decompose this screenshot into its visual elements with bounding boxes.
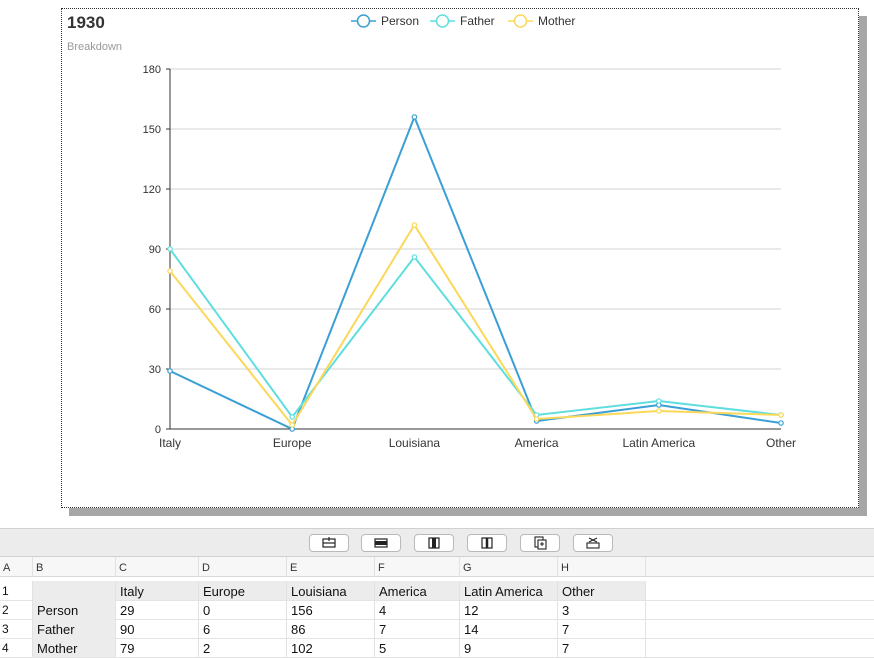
series-name-cell[interactable]: Father bbox=[33, 619, 116, 638]
data-cell[interactable]: 4 bbox=[375, 600, 460, 619]
table-row: 3 Father 90 6 86 7 14 7 bbox=[0, 619, 874, 639]
header-cell[interactable] bbox=[33, 581, 116, 600]
legend-label[interactable]: Person bbox=[381, 14, 419, 28]
data-cell[interactable]: 6 bbox=[199, 619, 287, 638]
y-tick-label: 180 bbox=[143, 64, 161, 76]
data-cell[interactable]: 79 bbox=[116, 638, 199, 657]
data-point-person bbox=[778, 420, 784, 426]
data-point-mother bbox=[778, 412, 784, 418]
x-tick-label: Italy bbox=[159, 436, 181, 450]
insert-row-above-icon bbox=[322, 537, 336, 548]
series-line-person bbox=[169, 114, 782, 431]
insert-column-right-icon bbox=[481, 537, 493, 549]
delete-row-button[interactable] bbox=[573, 534, 613, 552]
data-point-father bbox=[289, 414, 296, 420]
column-letter[interactable]: H bbox=[558, 557, 646, 576]
header-cell[interactable]: America bbox=[375, 581, 460, 600]
data-cell[interactable]: 9 bbox=[460, 638, 558, 657]
x-tick-label: America bbox=[515, 436, 559, 450]
y-tick-label: 0 bbox=[155, 424, 161, 436]
data-cell[interactable]: 29 bbox=[116, 600, 199, 619]
insert-column-left-icon bbox=[428, 537, 440, 549]
column-letter[interactable]: G bbox=[460, 557, 558, 576]
table-row: 4 Mother 79 2 102 5 9 7 bbox=[0, 638, 874, 658]
data-cell[interactable]: 3 bbox=[558, 600, 646, 619]
chart-panel: 1930 Breakdown 0 30 60 90 120 150 180 Italy Euro… bbox=[61, 8, 859, 508]
row-number[interactable]: 3 bbox=[0, 619, 33, 638]
column-letter[interactable]: A bbox=[0, 557, 33, 576]
data-point-mother bbox=[533, 416, 540, 422]
insert-column-right-button[interactable] bbox=[467, 534, 507, 552]
y-tick-label: 30 bbox=[149, 364, 161, 376]
x-tick-label: Louisiana bbox=[389, 436, 441, 450]
insert-row-below-button[interactable] bbox=[361, 534, 401, 552]
data-point-father bbox=[167, 246, 173, 252]
data-cell[interactable]: 5 bbox=[375, 638, 460, 657]
row-number[interactable]: 4 bbox=[0, 638, 33, 657]
data-sheet: A B C D E F G H 1 Italy Europe Louisiana Ame… bbox=[0, 557, 874, 658]
header-cell[interactable]: Europe bbox=[199, 581, 287, 600]
x-tick-label: Other bbox=[766, 436, 796, 450]
data-point-mother bbox=[655, 408, 662, 414]
copy-to-clipboard-icon bbox=[534, 536, 547, 550]
series-name-cell[interactable]: Mother bbox=[33, 638, 116, 657]
y-tick-label: 150 bbox=[143, 124, 161, 136]
header-cell[interactable]: Other bbox=[558, 581, 646, 600]
data-cell[interactable]: 102 bbox=[287, 638, 375, 657]
series-name-cell[interactable]: Person bbox=[33, 600, 116, 619]
data-cell[interactable]: 86 bbox=[287, 619, 375, 638]
data-point-mother bbox=[289, 422, 296, 428]
row-number[interactable]: 2 bbox=[0, 600, 33, 619]
column-letter[interactable]: C bbox=[116, 557, 199, 576]
column-header-row: A B C D E F G H bbox=[0, 557, 874, 577]
insert-row-below-icon bbox=[374, 538, 388, 548]
data-cell[interactable]: 7 bbox=[375, 619, 460, 638]
x-tick-label: Europe bbox=[273, 436, 312, 450]
sheet-toolbar bbox=[0, 528, 874, 557]
data-point-mother bbox=[411, 222, 418, 228]
legend-label[interactable]: Father bbox=[460, 14, 495, 28]
insert-column-left-button[interactable] bbox=[414, 534, 454, 552]
row-number[interactable]: 1 bbox=[0, 581, 33, 600]
table-row: 2 Person 29 0 156 4 12 3 bbox=[0, 600, 874, 620]
legend-marker bbox=[513, 14, 528, 28]
column-letter[interactable]: D bbox=[199, 557, 287, 576]
data-point-mother bbox=[167, 268, 173, 274]
data-cell[interactable]: 14 bbox=[460, 619, 558, 638]
table-row: 1 Italy Europe Louisiana America Latin Americ… bbox=[0, 581, 874, 601]
header-cell[interactable]: Latin America bbox=[460, 581, 558, 600]
header-cell[interactable]: Italy bbox=[116, 581, 199, 600]
chart-subtitle: Breakdown bbox=[67, 41, 123, 53]
data-cell[interactable]: 90 bbox=[116, 619, 199, 638]
series-line-father bbox=[169, 248, 782, 419]
copy-to-clipboard-button[interactable] bbox=[520, 534, 560, 552]
y-tick-label: 60 bbox=[149, 304, 161, 316]
x-tick-label: Latin America bbox=[622, 436, 695, 450]
legend-marker bbox=[435, 14, 450, 28]
data-cell[interactable]: 7 bbox=[558, 619, 646, 638]
series-line-mother bbox=[169, 223, 782, 427]
data-point-person bbox=[411, 114, 418, 120]
data-point-father bbox=[411, 254, 418, 260]
y-tick-label: 90 bbox=[149, 244, 161, 256]
header-cell[interactable]: Louisiana bbox=[287, 581, 375, 600]
data-cell[interactable]: 156 bbox=[287, 600, 375, 619]
data-point-father bbox=[655, 398, 662, 404]
column-letter[interactable]: E bbox=[287, 557, 375, 576]
data-cell[interactable]: 7 bbox=[558, 638, 646, 657]
y-tick-label: 120 bbox=[143, 184, 161, 196]
column-letter[interactable]: F bbox=[375, 557, 460, 576]
data-cell[interactable]: 12 bbox=[460, 600, 558, 619]
delete-row-icon bbox=[586, 537, 600, 549]
legend-label[interactable]: Mother bbox=[538, 14, 575, 28]
data-cell[interactable]: 0 bbox=[199, 600, 287, 619]
chart-title: 1930 bbox=[67, 13, 105, 32]
data-cell[interactable]: 2 bbox=[199, 638, 287, 657]
insert-row-above-button[interactable] bbox=[309, 534, 349, 552]
line-chart: 0 30 60 90 120 150 180 Italy Europe Louisiana Amer… bbox=[143, 14, 796, 450]
column-letter[interactable]: B bbox=[33, 557, 116, 576]
legend-marker bbox=[356, 14, 371, 28]
data-point-person bbox=[167, 368, 173, 374]
